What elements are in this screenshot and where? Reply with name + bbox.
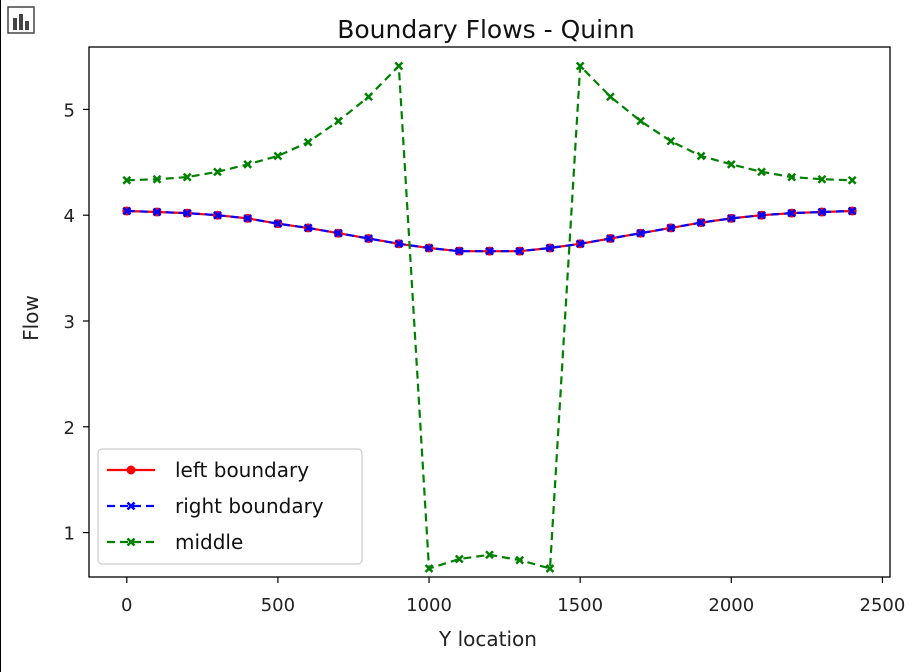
data-point <box>757 210 766 220</box>
data-point <box>182 208 192 218</box>
data-point <box>122 175 132 185</box>
data-point <box>545 243 555 253</box>
data-point <box>303 137 313 147</box>
x-tick-label: 1000 <box>406 595 452 616</box>
data-point <box>424 243 434 253</box>
data-point <box>515 246 525 256</box>
data-point <box>213 210 222 220</box>
data-point <box>817 207 827 217</box>
window-edge <box>0 0 1 672</box>
data-point <box>606 92 615 102</box>
data-point <box>575 61 585 71</box>
series-left-boundary <box>122 206 857 256</box>
x-tick-label: 2500 <box>860 595 906 616</box>
data-point <box>454 554 464 564</box>
data-point <box>364 234 373 243</box>
y-tick-label: 2 <box>64 418 75 439</box>
series-middle <box>122 61 857 573</box>
data-point <box>122 206 132 216</box>
data-point <box>243 160 253 169</box>
y-tick-label: 4 <box>64 206 75 227</box>
x-tick-label: 0 <box>121 595 132 616</box>
data-point <box>485 246 494 256</box>
data-point <box>213 167 222 177</box>
data-point <box>394 61 404 71</box>
data-point <box>757 167 766 177</box>
legend-swatch-marker <box>126 537 136 547</box>
data-point <box>696 151 706 161</box>
data-point <box>817 174 827 184</box>
data-point <box>364 92 373 102</box>
x-tick-label: 500 <box>261 595 295 616</box>
bar-chart-icon[interactable] <box>7 6 35 34</box>
legend-swatch-marker <box>126 465 136 475</box>
data-point <box>182 172 192 182</box>
data-point <box>152 207 162 217</box>
legend-label: right boundary <box>175 494 324 518</box>
data-point <box>545 564 555 573</box>
y-tick-label: 1 <box>64 524 75 545</box>
y-axis-title: Flow <box>19 295 43 341</box>
data-point <box>847 206 857 216</box>
data-point <box>454 246 464 256</box>
data-point <box>696 218 706 227</box>
data-point <box>273 151 283 161</box>
data-point <box>787 172 797 182</box>
data-point <box>575 239 585 249</box>
y-tick-label: 5 <box>64 100 75 121</box>
data-point <box>606 234 615 243</box>
data-point <box>636 116 646 126</box>
data-point <box>666 136 676 146</box>
axes-group: 0 500 1000 1500 2000 2500 1 2 3 4 5 <box>64 46 906 616</box>
data-point <box>787 208 797 218</box>
data-point <box>273 219 283 229</box>
plot-frame <box>88 46 891 578</box>
data-point <box>515 555 525 565</box>
legend-label: left boundary <box>175 458 309 482</box>
legend: left boundary right boundary middle <box>97 448 363 565</box>
data-point <box>333 116 343 126</box>
y-tick-label: 3 <box>64 312 75 333</box>
data-point <box>636 228 646 238</box>
data-point <box>424 564 434 573</box>
data-point <box>394 239 404 249</box>
x-tick-label: 2000 <box>708 595 754 616</box>
x-tick-label: 1500 <box>557 595 603 616</box>
data-point <box>333 228 343 238</box>
data-point <box>485 550 494 560</box>
data-point <box>303 223 313 233</box>
data-point <box>666 223 676 233</box>
series-right-boundary <box>122 206 857 256</box>
data-point <box>243 213 253 223</box>
legend-box <box>97 448 363 565</box>
data-point <box>726 160 736 169</box>
data-point <box>726 213 736 223</box>
x-axis-title: Y location <box>438 627 537 651</box>
legend-swatch-marker <box>126 501 136 511</box>
data-point <box>152 174 162 184</box>
legend-label: middle <box>175 530 243 554</box>
chart-title: Boundary Flows - Quinn <box>337 15 635 44</box>
data-point <box>847 175 857 185</box>
series-group <box>122 61 857 573</box>
